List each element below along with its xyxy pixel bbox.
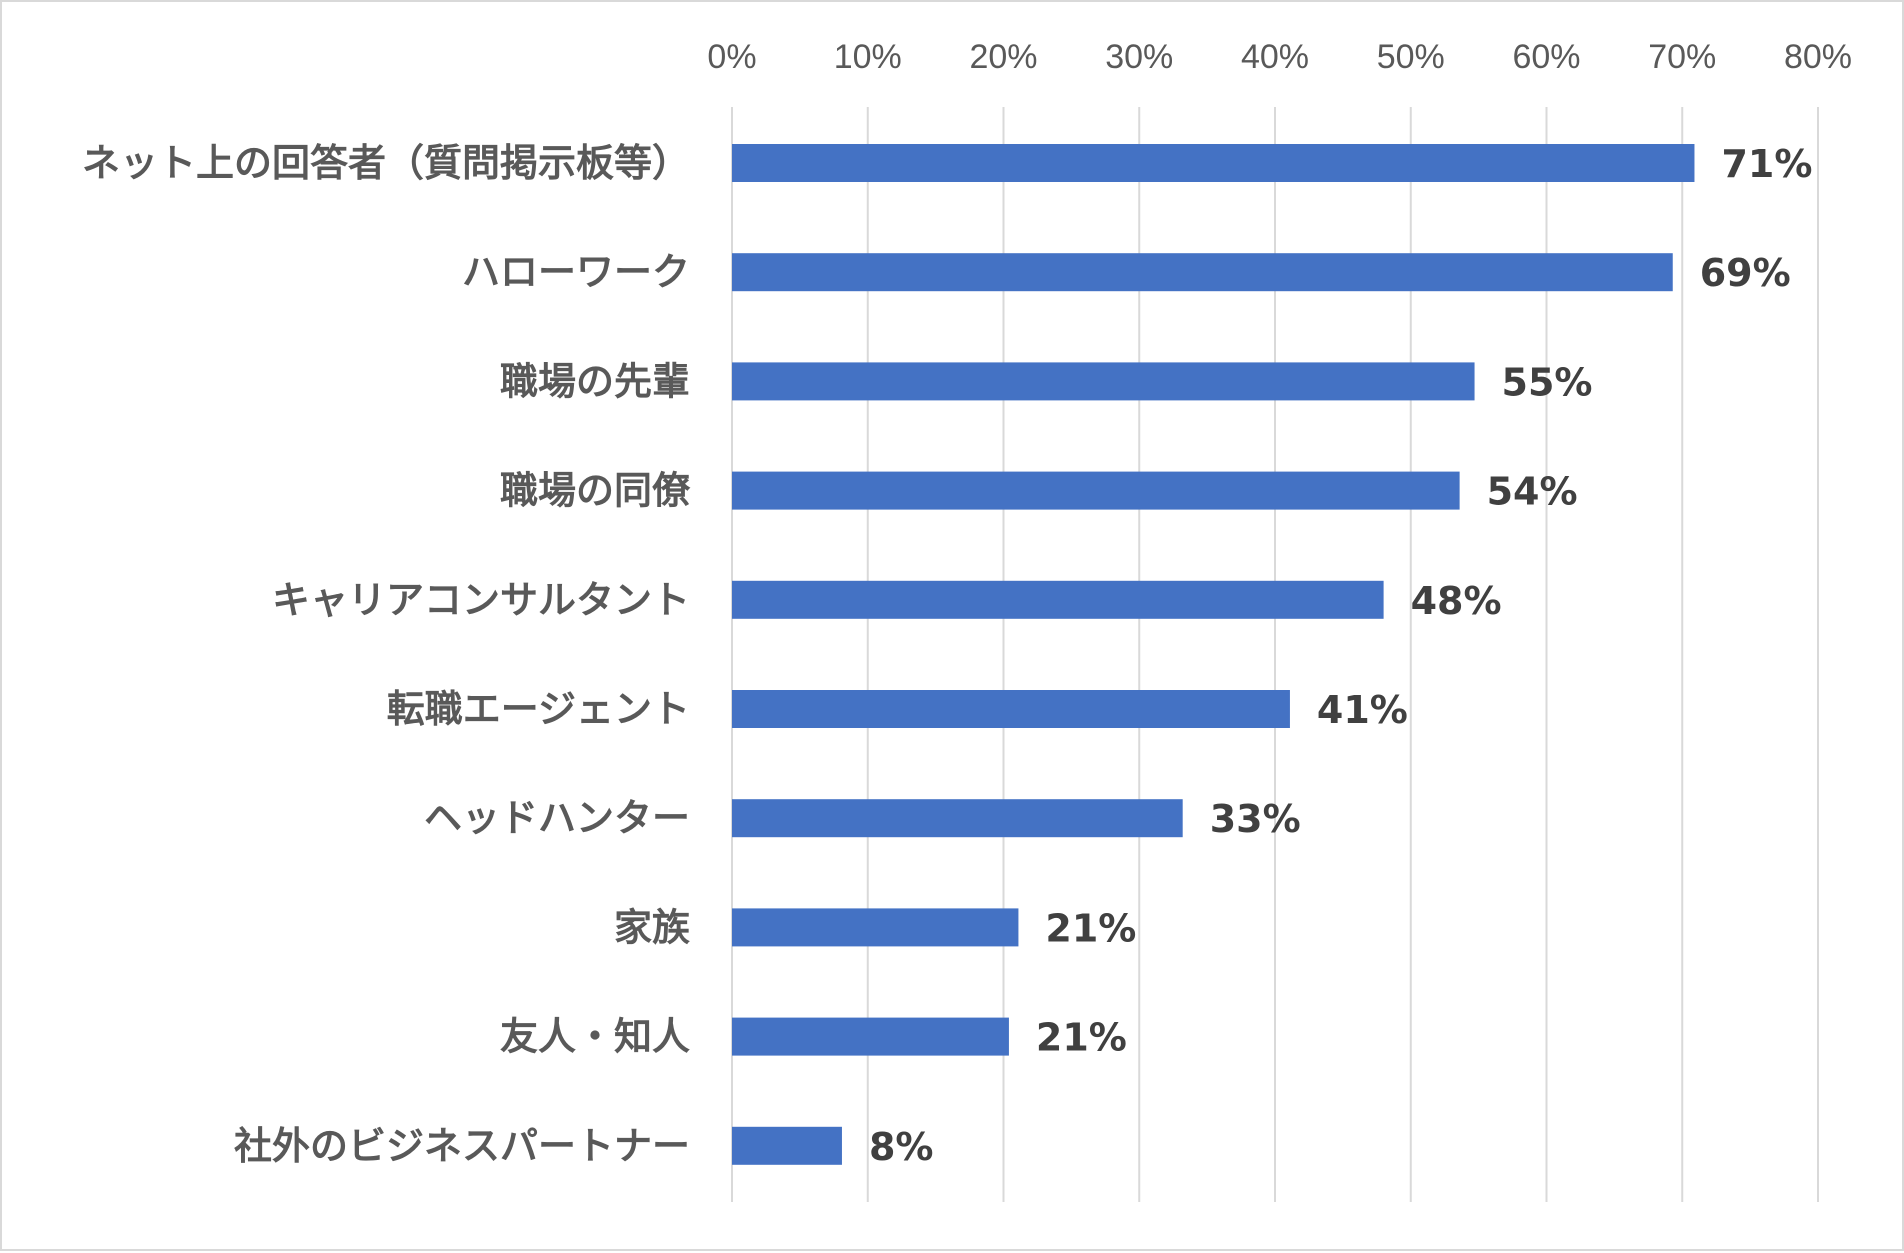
bar (732, 1126, 842, 1165)
category-label: 転職エージェント (387, 687, 690, 731)
category-label: 職場の同僚 (500, 469, 691, 513)
bar (732, 1017, 1009, 1056)
x-axis-ticks: 0% 10% 20% 30% 40% 50% 60% 70% 80% (707, 38, 1852, 76)
data-label: 21% (1036, 1016, 1127, 1060)
category-label: 職場の先輩 (500, 359, 690, 403)
bar (732, 580, 1384, 619)
bar (732, 799, 1183, 838)
data-labels: 71% 69% 55% 54% 48% 41% 33% 21% 21% 8% (869, 142, 1812, 1169)
data-label: 41% (1317, 688, 1408, 732)
x-tick-label: 50% (1377, 38, 1445, 76)
bar (732, 908, 1019, 947)
category-label: 社外のビジネスパートナー (234, 1124, 690, 1168)
data-label: 8% (869, 1125, 934, 1169)
category-label: ネット上の回答者（質問掲示板等） (82, 141, 690, 185)
bar (732, 253, 1673, 292)
data-label: 69% (1700, 251, 1791, 295)
x-tick-label: 10% (834, 38, 902, 76)
x-tick-label: 30% (1105, 38, 1173, 76)
category-label: キャリアコンサルタント (272, 578, 690, 622)
x-tick-label: 60% (1512, 38, 1580, 76)
data-label: 48% (1411, 579, 1502, 623)
category-label: ハローワーク (462, 250, 690, 294)
category-label: 家族 (614, 905, 690, 949)
data-label: 21% (1045, 906, 1136, 950)
category-labels: ネット上の回答者（質問掲示板等） ハローワーク職場の先輩職場の同僚キャリアコンサル… (82, 141, 691, 1168)
bar (732, 471, 1460, 510)
data-label: 71% (1721, 142, 1812, 186)
x-tick-label: 70% (1648, 38, 1716, 76)
x-tick-label: 40% (1241, 38, 1309, 76)
category-label: ヘッドハンター (424, 796, 690, 840)
category-label: 友人・知人 (500, 1015, 690, 1059)
data-label: 54% (1487, 470, 1578, 514)
bars (732, 144, 1695, 1165)
x-tick-label: 80% (1784, 38, 1852, 76)
data-label: 55% (1502, 360, 1593, 404)
bar (732, 144, 1695, 182)
x-tick-label: 20% (969, 38, 1037, 76)
bar (732, 362, 1475, 401)
x-tick-label: 0% (707, 38, 756, 76)
data-label: 33% (1210, 797, 1301, 841)
bar (732, 690, 1290, 728)
